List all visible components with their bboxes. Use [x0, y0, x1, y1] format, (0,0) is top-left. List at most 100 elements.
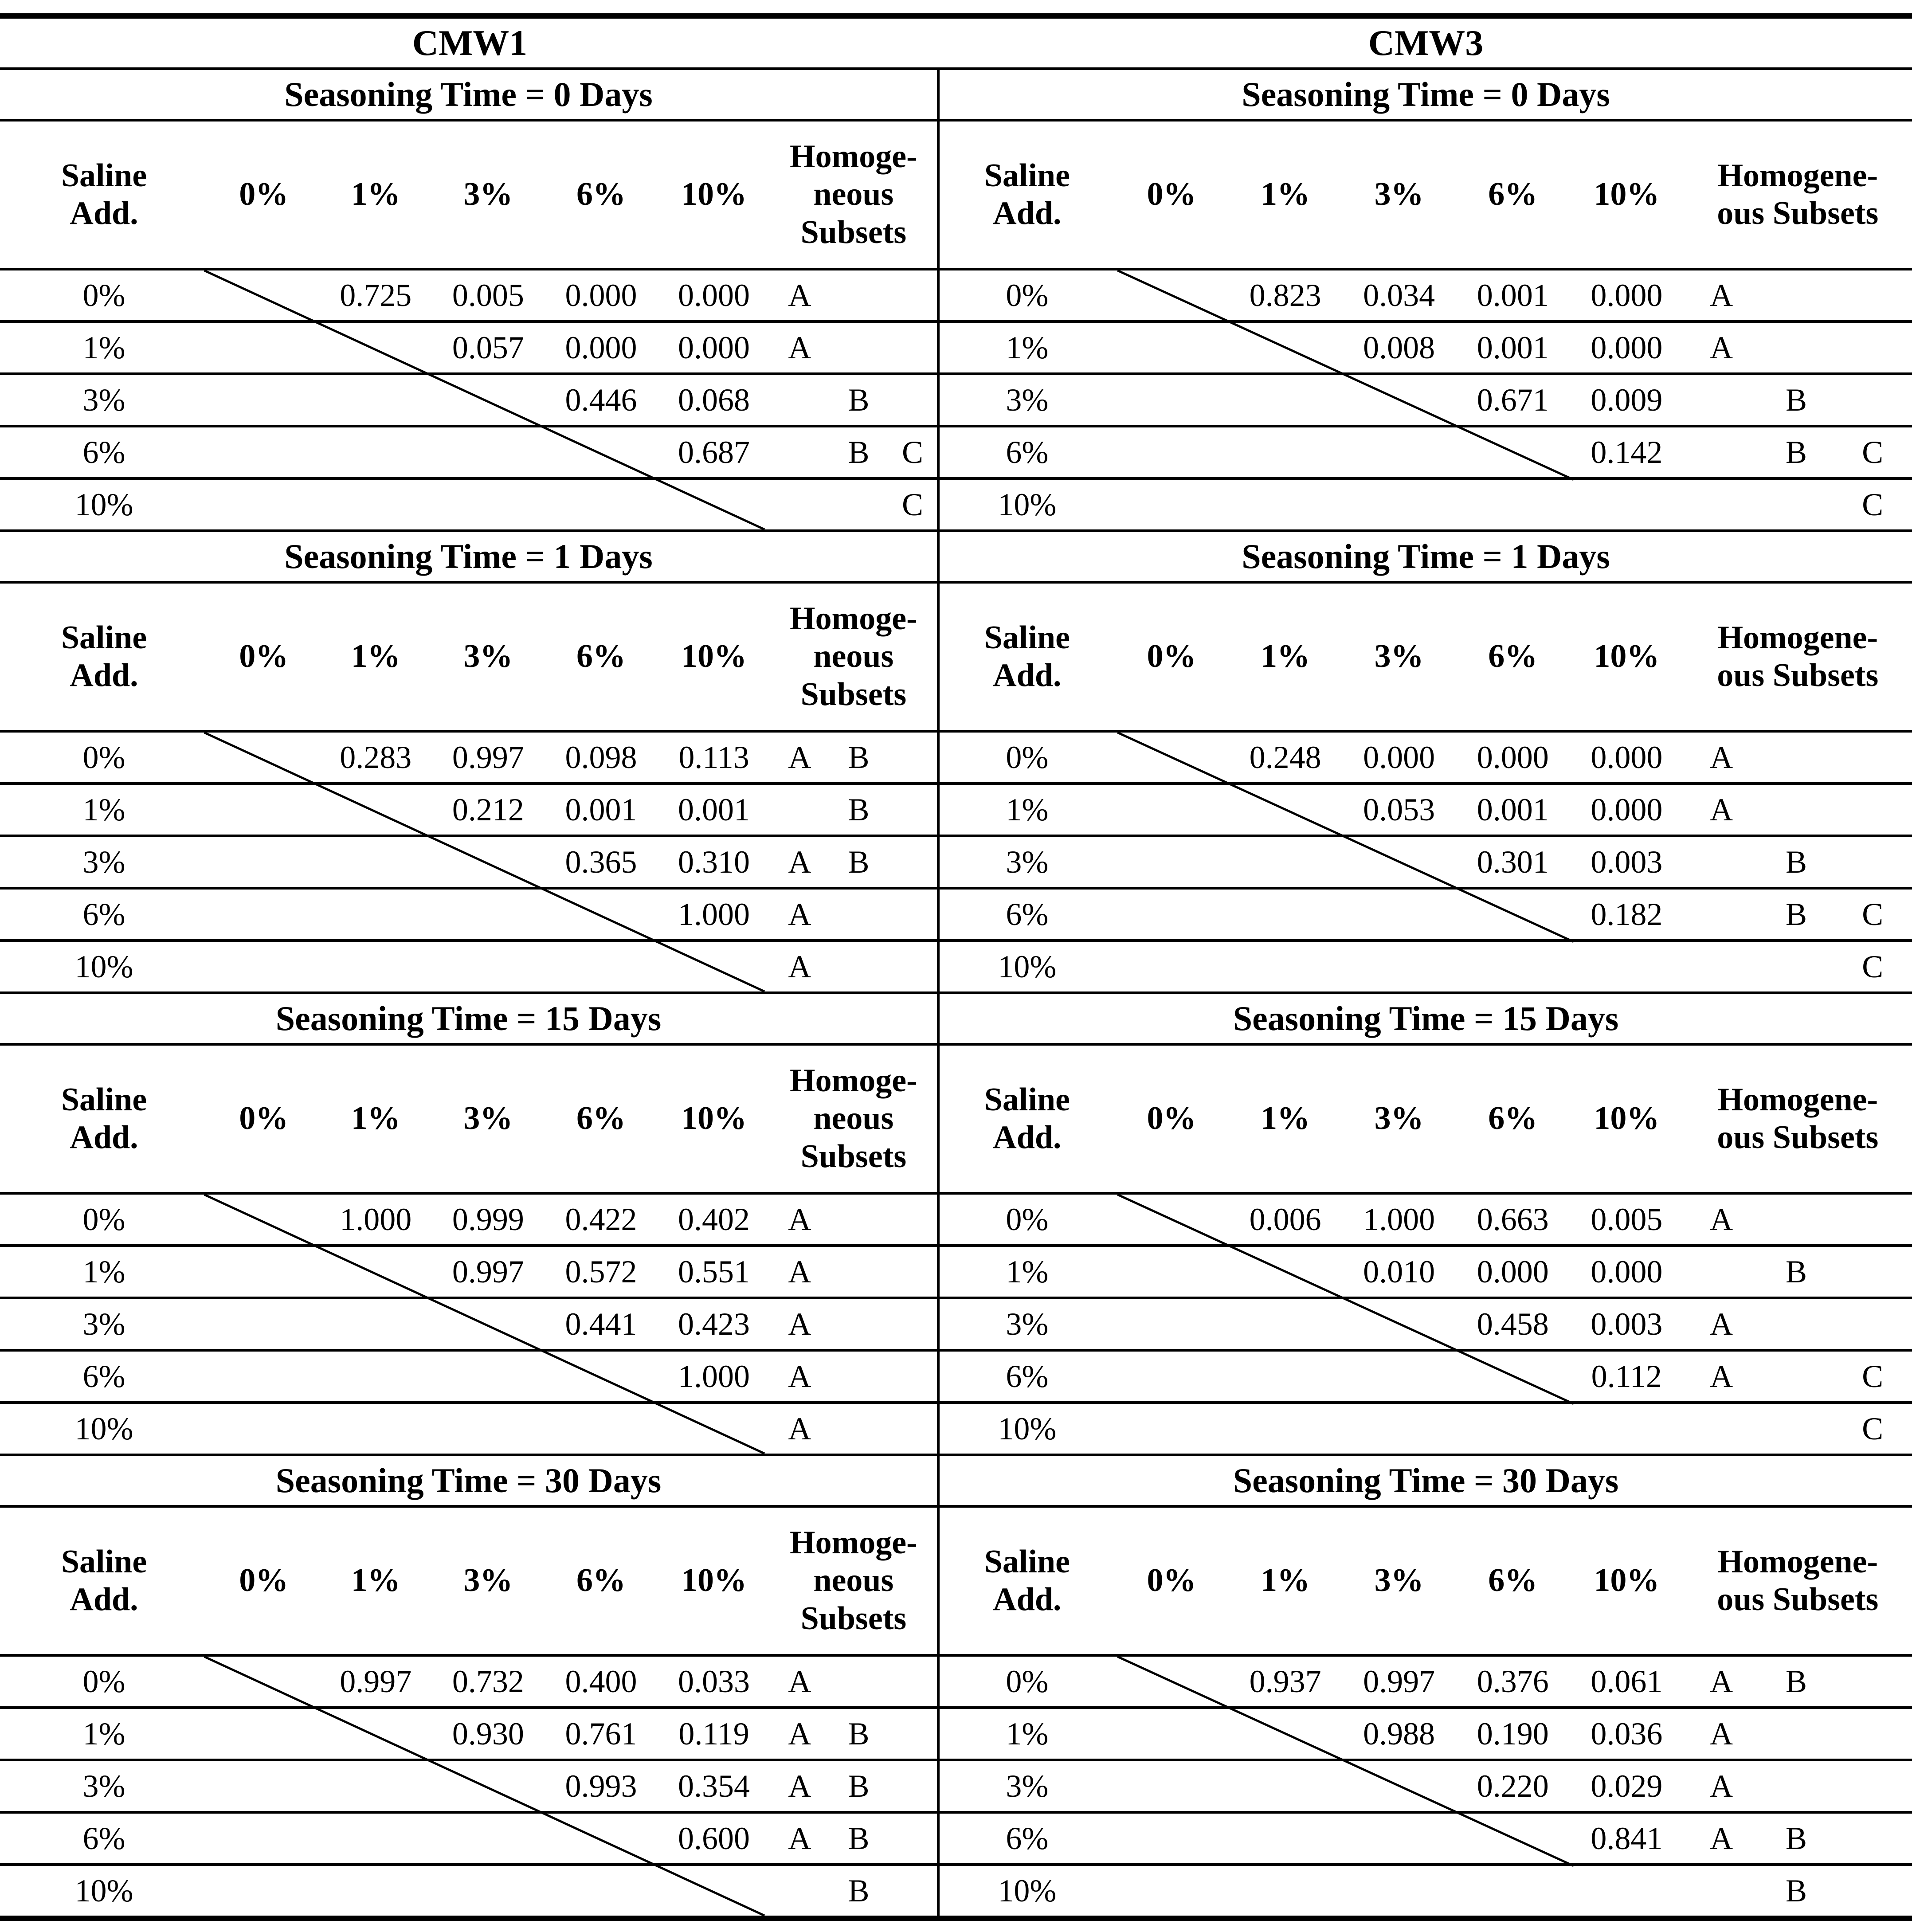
row-label-saline: 3%	[1006, 844, 1049, 880]
row-label-saline: 3%	[82, 1306, 125, 1342]
row-label-saline: 3%	[82, 382, 125, 418]
row-label-saline: 1%	[82, 329, 125, 365]
section-data-rows: 0% 0.823 0.034 0.001 0.000 A 1% 0.008 0.001 0.000…	[940, 270, 1912, 529]
p-value-cell: 0.600	[678, 1820, 750, 1856]
table-row: 0% 0.997 0.732 0.400 0.033 A	[0, 1657, 937, 1706]
p-value-cell: 0.068	[678, 382, 750, 418]
p-value-cell: 0.999	[452, 1201, 524, 1237]
table-row: 3% 0.993 0.354 A B	[0, 1759, 937, 1811]
p-value-cell: 0.053	[1363, 792, 1435, 827]
p-value-cell: 0.000	[565, 329, 637, 365]
table-row: 1% 0.997 0.572 0.551 A	[0, 1244, 937, 1297]
subset-letter-cell: A	[788, 948, 811, 984]
col-header-saline-line: Saline	[61, 1081, 147, 1118]
subset-letter-cell: A	[788, 1306, 811, 1342]
row-label-saline: 3%	[1006, 1306, 1049, 1342]
row-label-saline: 1%	[1006, 329, 1049, 365]
col-header-percent: 10%	[1594, 1562, 1660, 1599]
section-data-rows: 0% 0.725 0.005 0.000 0.000 A 1% 0.057 0.000 0.000…	[0, 270, 937, 529]
table-row: 1% 0.010 0.000 0.000 B	[940, 1244, 1912, 1297]
subset-letter-cell: A	[1710, 1306, 1733, 1342]
p-value-cell: 0.000	[1363, 739, 1435, 775]
row-label-saline: 3%	[1006, 1768, 1049, 1804]
p-value-cell: 0.458	[1477, 1306, 1549, 1342]
subset-letter-cell: A	[1710, 792, 1733, 827]
col-header-subsets-line: neous	[813, 1562, 894, 1599]
table-row: 0% 0.283 0.997 0.098 0.113 A B	[0, 733, 937, 782]
col-header-percent: 0%	[239, 176, 289, 213]
panel-title-cmw1: CMW1	[412, 23, 528, 63]
column-header-row: Saline Add. 0% 1% 3% 6% 10% Homoge-neous Subsets	[0, 1508, 937, 1654]
p-value-cell: 0.354	[678, 1768, 750, 1804]
section-data-rows: 0% 0.997 0.732 0.400 0.033 A 1% 0.930 0.761 0.119…	[0, 1657, 937, 1916]
table-row: 6% 0.112 A C	[940, 1349, 1912, 1401]
subset-letter-cell: A	[1710, 739, 1733, 775]
p-value-cell: 0.010	[1363, 1254, 1435, 1289]
col-header-percent: 10%	[1594, 176, 1660, 213]
section-divider-rule	[940, 1454, 1912, 1456]
col-header-percent: 0%	[1147, 638, 1196, 675]
row-label-saline: 10%	[74, 486, 133, 522]
col-header-subsets-line: Homoge-	[790, 600, 917, 637]
col-header-percent: 6%	[1488, 1562, 1538, 1599]
header-top-rule	[940, 1505, 1912, 1508]
col-header-percent: 3%	[1374, 176, 1424, 213]
section-divider-rule	[0, 1454, 937, 1456]
table-row: 10% A	[0, 1401, 937, 1454]
col-header-saline-line: Add.	[993, 1119, 1062, 1156]
table-row: 6% 0.142 B C	[940, 425, 1912, 477]
col-header-percent: 3%	[1374, 638, 1424, 675]
p-value-cell: 0.841	[1591, 1820, 1663, 1856]
subset-letter-cell: B	[848, 1820, 870, 1856]
p-value-cell: 0.930	[452, 1716, 524, 1752]
section-divider-rule	[940, 991, 1912, 994]
section-data-rows: 0% 0.006 1.000 0.663 0.005 A 1% 0.010 0.000 0.000…	[940, 1195, 1912, 1454]
subset-letter-cell: A	[788, 1820, 811, 1856]
col-header-subsets-line: Homoge-	[790, 1062, 917, 1099]
col-header-percent: 1%	[351, 176, 400, 213]
header-top-rule	[0, 1505, 937, 1508]
subset-letter-cell: A	[788, 1768, 811, 1804]
section-title: Seasoning Time = 30 Days	[1233, 1461, 1619, 1500]
subset-letter-cell: B	[848, 1768, 870, 1804]
section-title: Seasoning Time = 15 Days	[275, 999, 662, 1038]
header-bottom-rule	[940, 1192, 1912, 1195]
header-bottom-rule	[940, 1654, 1912, 1657]
subset-letter-cell: A	[788, 1201, 811, 1237]
table-row: 1% 0.057 0.000 0.000 A	[0, 320, 937, 372]
col-header-saline: Saline Add.	[0, 1081, 208, 1156]
column-header-row: Saline Add. 0% 1% 3% 6% 10% Homogene-ous Subset…	[940, 1046, 1912, 1192]
p-value-cell: 0.301	[1477, 844, 1549, 880]
col-header-saline-line: Add.	[70, 195, 138, 231]
section-divider-rule	[940, 529, 1912, 532]
col-header-percent: 6%	[576, 638, 626, 675]
section-data-rows: 0% 0.937 0.997 0.376 0.061 A B 1% 0.988 0.190 0.03…	[940, 1657, 1912, 1916]
table-row: 1% 0.212 0.001 0.001 B	[0, 782, 937, 835]
col-header-percent: 0%	[1147, 1562, 1196, 1599]
table-row: 10% A	[0, 939, 937, 991]
subset-letter-cell: C	[901, 434, 923, 470]
header-top-rule	[940, 1043, 1912, 1046]
col-header-subsets-line: neous	[813, 1100, 894, 1137]
col-header-saline-line: Saline	[984, 157, 1070, 194]
col-header-percent: 10%	[1594, 638, 1660, 675]
p-value-cell: 0.400	[565, 1663, 637, 1699]
col-header-percent: 0%	[239, 1562, 289, 1599]
col-header-subsets-line: Homogene-	[1717, 157, 1878, 194]
p-value-cell: 0.000	[1477, 739, 1549, 775]
table-row: 3% 0.446 0.068 B	[0, 372, 937, 425]
p-value-cell: 0.988	[1363, 1716, 1435, 1752]
p-value-cell: 1.000	[678, 1358, 750, 1394]
row-label-saline: 0%	[82, 277, 125, 313]
col-header-homogeneous-subsets: Homoge-neous Subsets	[770, 138, 937, 251]
row-label-saline: 6%	[1006, 1358, 1049, 1394]
p-value-cell: 0.376	[1477, 1663, 1549, 1699]
subset-letter-cell: B	[848, 434, 870, 470]
subset-letter-cell: B	[1785, 1873, 1807, 1908]
table-top-rule	[0, 13, 1912, 19]
table-row: 3% 0.220 0.029 A	[940, 1759, 1912, 1811]
col-header-subsets-line: Subsets	[800, 214, 907, 251]
table-row: 10% C	[940, 1401, 1912, 1454]
col-header-subsets-line: Homogene-	[1717, 619, 1878, 656]
table-row: 10% B	[0, 1863, 937, 1916]
